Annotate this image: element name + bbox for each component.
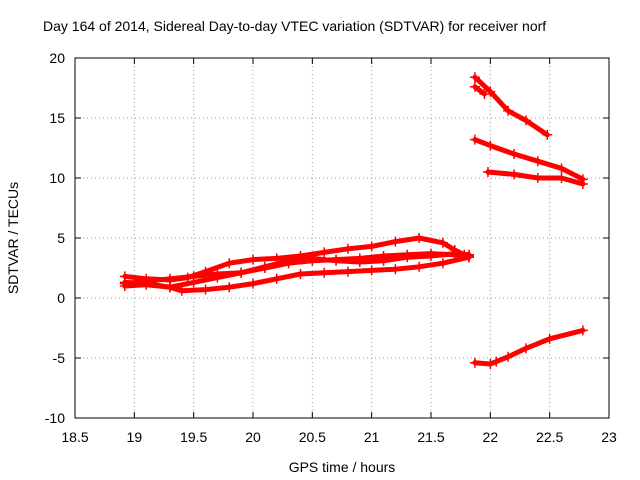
data-point [469,72,480,83]
series-line [472,327,586,367]
data-point [485,359,496,369]
data-point [200,284,211,295]
data-point [236,267,247,278]
data-point [319,267,330,278]
data-point [402,252,413,263]
x-tick-label: 19.5 [180,429,207,445]
chart-title: Day 164 of 2014, Sidereal Day-to-day VTE… [43,18,546,34]
series-trace-5 [469,72,553,140]
x-axis-ticks: 18.5 19 19.5 20 20.5 21 21.5 22 22.5 23 [61,58,617,445]
data-point [479,89,490,99]
x-tick-label: 23 [601,429,617,445]
data-point [485,86,496,97]
y-tick-label: -5 [53,350,66,366]
x-tick-label: 22 [483,429,499,445]
series-trace-4 [119,252,474,296]
data-point [509,149,520,159]
data-point [354,257,365,267]
y-tick-label: 0 [57,290,65,306]
x-tick-label: 22.5 [536,429,563,445]
data-point [544,333,555,344]
data-point [485,140,496,151]
grid-lines [75,58,609,418]
x-tick-label: 21.5 [417,429,444,445]
data-point [390,264,401,275]
data-point [520,115,531,126]
data-point [437,258,448,269]
series-line [472,137,586,182]
data-point [469,357,480,368]
data-point [542,129,553,140]
x-tick-label: 18.5 [61,429,88,445]
data-point [503,105,514,116]
data-point [248,278,258,289]
data-point [482,167,493,177]
data-point [141,278,152,289]
data-point [271,273,282,284]
series-line [122,254,472,294]
data-point [342,243,353,254]
data-point [188,277,199,288]
data-point [469,81,480,92]
data-point [577,325,588,336]
series-trace-6 [469,81,490,99]
data-point [491,356,502,367]
data-point [556,173,567,183]
x-tick-label: 21 [364,429,380,445]
data-point [295,269,306,279]
data-point [378,255,389,266]
data-point [556,163,567,174]
data-point [342,266,353,277]
data-point [414,233,425,243]
y-tick-label: 10 [49,170,65,186]
data-point [259,261,270,272]
data-point [426,251,436,261]
data-point [503,351,514,362]
y-axis-ticks: -10 -5 0 5 10 15 20 [45,50,609,426]
series-line [122,251,472,290]
x-axis-label: GPS time / hours [289,459,396,475]
data-point [414,261,425,272]
data-point [164,282,175,293]
data-point [509,169,520,180]
y-tick-label: 15 [49,110,65,126]
data-point [532,156,543,167]
data-point [366,241,377,252]
series-line [472,84,487,97]
data-point [248,254,258,265]
y-tick-label: -10 [45,410,65,426]
data-point [164,273,175,284]
data-point [390,236,401,247]
data-point [437,237,448,248]
data-point [283,255,294,266]
y-tick-label: 20 [49,50,65,66]
y-tick-label: 5 [57,230,65,246]
series-trace-8 [482,167,588,189]
x-tick-label: 20 [245,429,261,445]
data-point [532,173,543,183]
data-point [449,248,460,259]
series-trace-9 [469,325,588,369]
series-group [119,72,588,369]
data-point [319,247,330,258]
data-point [331,255,342,266]
data-point [119,277,130,288]
data-point [224,282,235,293]
data-point [463,252,474,263]
data-point [307,253,318,264]
y-axis-label: SDTVAR / TECUs [5,182,21,294]
data-point [577,179,588,189]
data-point [212,272,223,283]
x-tick-label: 20.5 [299,429,326,445]
data-point [469,134,480,145]
data-point [224,258,235,269]
x-tick-label: 19 [127,429,143,445]
series-line [472,74,550,138]
data-point [520,343,531,354]
data-point [366,265,377,276]
data-point [176,285,187,296]
